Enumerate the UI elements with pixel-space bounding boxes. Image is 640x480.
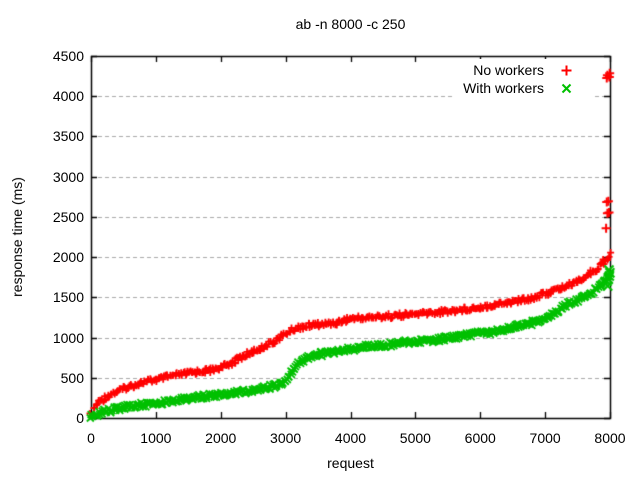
x-tick-label: 8000 [594,430,626,446]
y-tick-label: 0 [76,410,84,426]
x-tick-label: 3000 [270,430,302,446]
y-tick-label: 1500 [52,289,84,306]
x-tick-label: 7000 [529,430,561,446]
x-tick-label: 1000 [140,430,172,446]
legend: No workers With workers [453,59,594,101]
x-tick-label: 6000 [464,430,496,446]
y-axis-label-text: response time (ms) [9,177,25,297]
y-tick-label: 2000 [52,249,84,266]
y-tick-label: 1000 [52,329,84,346]
chart-title: ab -n 8000 -c 250 [295,16,406,32]
legend-label-with-workers: With workers [463,80,544,96]
legend-entry-with-workers: With workers [463,79,588,97]
legend-entry-no-workers: No workers [463,61,588,79]
cross-marker-icon [544,82,588,95]
y-tick-label: 4000 [52,88,84,105]
legend-label-no-workers: No workers [473,62,544,78]
x-tick-label: 0 [87,430,95,446]
x-axis-label: request [327,455,374,471]
y-tick-label: 3500 [52,128,84,145]
y-tick-label: 4500 [52,48,84,64]
y-tick-label: 2500 [52,208,84,225]
y-tick-label: 500 [60,369,84,386]
x-tick-label: 4000 [334,430,367,446]
x-tick-label: 2000 [205,430,237,446]
x-tick-label: 5000 [399,430,431,446]
y-tick-label: 3000 [52,168,84,185]
plus-marker-icon [544,64,588,77]
